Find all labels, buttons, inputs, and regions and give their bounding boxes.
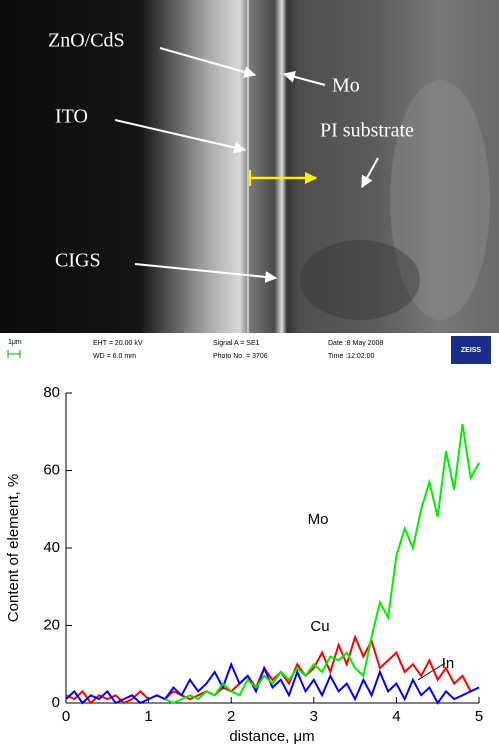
sem-label: ZnO/CdS xyxy=(48,30,125,52)
series-label: Cu xyxy=(310,618,329,635)
y-tick-label: 40 xyxy=(43,539,60,556)
x-tick-label: 2 xyxy=(227,708,235,725)
info-text: 1μm xyxy=(8,339,22,346)
texture xyxy=(300,240,420,320)
info-text: Photo No. = 3706 xyxy=(213,353,268,360)
series-label: In xyxy=(442,655,455,672)
x-tick-label: 5 xyxy=(475,708,483,725)
logo: ZEISS xyxy=(461,347,482,354)
series-label: Mo xyxy=(308,511,329,528)
series-line xyxy=(66,637,479,703)
y-tick-label: 0 xyxy=(52,694,60,711)
sem-label: CIGS xyxy=(55,250,101,272)
sem-label: Mo xyxy=(332,75,360,97)
x-tick-label: 1 xyxy=(144,708,152,725)
x-axis-label: distance, μm xyxy=(229,728,314,745)
info-text: Time :12:02:00 xyxy=(328,353,375,360)
figure: ZnO/CdS Mo ITO PI substrate CIGS 1μm EHT… xyxy=(0,0,499,746)
x-tick-label: 4 xyxy=(392,708,400,725)
info-text: Signal A = SE1 xyxy=(213,340,260,347)
sem-image: ZnO/CdS Mo ITO PI substrate CIGS 1μm EHT… xyxy=(0,0,499,375)
x-tick-label: 3 xyxy=(310,708,318,725)
series-line xyxy=(165,424,479,703)
info-text: Date :8 May 2008 xyxy=(328,340,383,347)
y-tick-label: 80 xyxy=(43,384,60,401)
info-text: EHT = 20.00 kV xyxy=(93,340,143,347)
x-tick-label: 0 xyxy=(62,708,70,725)
sem-label: ITO xyxy=(55,106,88,128)
page: {"image": {"labels": ["ZnO/CdS", "Mo", "… xyxy=(0,0,499,746)
y-axis-label: Content of element, % xyxy=(5,474,22,622)
sem-label: PI substrate xyxy=(320,120,414,142)
chart: distance, μm Content of element, % 02040… xyxy=(5,384,483,745)
y-tick-label: 60 xyxy=(43,461,60,478)
y-tick-label: 20 xyxy=(43,616,60,633)
info-text: WD = 6.0 mm xyxy=(93,353,136,360)
